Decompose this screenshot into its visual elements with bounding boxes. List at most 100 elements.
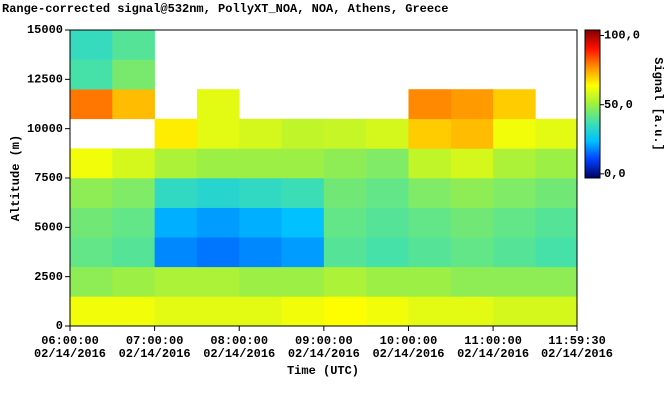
heatmap-cell: [408, 148, 452, 179]
heatmap-cell: [493, 266, 536, 297]
heatmap-cell: [112, 59, 155, 90]
heatmap-cell: [450, 266, 494, 297]
heatmap-cell: [196, 148, 240, 179]
heatmap-cell: [366, 178, 409, 208]
y-tick-label: 2500: [34, 270, 63, 284]
heatmap-cell: [323, 296, 367, 327]
heatmap-cell: [281, 148, 325, 179]
heatmap-cell: [281, 207, 325, 238]
heatmap-cell: [450, 148, 494, 179]
heatmap-cell: [493, 148, 536, 179]
colorbar-tick-label: 50,0: [604, 98, 633, 112]
heatmap-cell: [154, 178, 198, 208]
heatmap-cell: [493, 237, 536, 268]
heatmap-cell: [70, 59, 113, 90]
heatmap-cell: [366, 118, 409, 149]
y-axis-label: Altitude (m): [9, 135, 23, 221]
heatmap-cell: [239, 148, 282, 179]
heatmap-cell: [239, 178, 282, 208]
heatmap-cell: [535, 266, 578, 297]
heatmap-cell: [535, 207, 578, 238]
heatmap-cell: [239, 118, 282, 149]
heatmap-cell: [239, 266, 282, 297]
heatmap-cell: [323, 148, 367, 179]
heatmap-cell: [112, 266, 155, 297]
y-tick-label: 7500: [34, 171, 63, 185]
heatmap-cell: [366, 266, 409, 297]
heatmap-cell: [408, 266, 452, 297]
heatmap-cell: [323, 266, 367, 297]
x-tick-sublabel: 02/14/2016: [288, 347, 360, 361]
heatmap-cell: [70, 207, 113, 238]
colorbar-tick-label: 0,0: [604, 167, 626, 181]
y-tick-label: 0: [56, 319, 63, 333]
x-tick-label: 10:00:00: [380, 334, 438, 348]
heatmap-cell: [154, 266, 198, 297]
heatmap-cell: [196, 178, 240, 208]
heatmap-cell: [112, 148, 155, 179]
heatmap-cell: [70, 296, 113, 327]
heatmap-cell: [366, 148, 409, 179]
x-tick-label: 07:00:00: [126, 334, 184, 348]
heatmap-cell: [450, 178, 494, 208]
x-tick-sublabel: 02/14/2016: [372, 347, 444, 361]
heatmap-cell: [493, 118, 536, 149]
heatmap-cell: [450, 89, 494, 120]
heatmap-cell: [493, 296, 536, 327]
heatmap-cell: [450, 237, 494, 268]
heatmap-cell: [323, 118, 367, 149]
x-tick-sublabel: 02/14/2016: [457, 347, 529, 361]
heatmap-cell: [70, 148, 113, 179]
heatmap-cell: [493, 178, 536, 208]
x-tick-label: 06:00:00: [41, 334, 99, 348]
heatmap-cell: [239, 237, 282, 268]
heatmap-cell: [450, 296, 494, 327]
heatmap-cell: [112, 207, 155, 238]
x-tick-sublabel: 02/14/2016: [541, 347, 613, 361]
heatmap-cell: [323, 207, 367, 238]
heatmap-cell: [70, 30, 113, 60]
x-tick-sublabel: 02/14/2016: [34, 347, 106, 361]
heatmap-cell: [196, 89, 240, 120]
heatmap-cell: [323, 237, 367, 268]
heatmap-cell: [70, 178, 113, 208]
heatmap-cell: [535, 118, 578, 149]
y-tick-label: 10000: [27, 122, 63, 136]
heatmap-cell: [112, 296, 155, 327]
x-tick-sublabel: 02/14/2016: [119, 347, 191, 361]
heatmap-cell: [535, 178, 578, 208]
heatmap-cell: [408, 178, 452, 208]
chart-title: Range-corrected signal@532nm, PollyXT_NO…: [2, 2, 448, 16]
heatmap-cell: [70, 89, 113, 120]
x-axis-label: Time (UTC): [287, 364, 359, 378]
heatmap-cell: [408, 89, 452, 120]
heatmap-cell: [112, 30, 155, 60]
heatmap-cell: [408, 296, 452, 327]
y-tick-label: 12500: [27, 73, 63, 87]
heatmap-cell: [408, 118, 452, 149]
colorbar-tick-label: 100,0: [604, 29, 640, 43]
heatmap-cell: [239, 207, 282, 238]
heatmap-cell: [154, 148, 198, 179]
x-tick-label: 11:59:30: [548, 334, 606, 348]
y-tick-label: 15000: [27, 23, 63, 37]
x-tick-label: 11:00:00: [464, 334, 522, 348]
heatmap-cell: [535, 296, 578, 327]
heatmap-cell: [408, 207, 452, 238]
heatmap-cell: [366, 237, 409, 268]
x-tick-label: 08:00:00: [210, 334, 268, 348]
y-tick-label: 5000: [34, 221, 63, 235]
heatmap-cell: [408, 237, 452, 268]
heatmap-cell: [112, 89, 155, 120]
heatmap-cell: [493, 207, 536, 238]
heatmap-cell: [112, 237, 155, 268]
heatmap-cell: [450, 118, 494, 149]
heatmap-cell: [281, 266, 325, 297]
heatmap-cell: [196, 296, 240, 327]
heatmap-cell: [535, 237, 578, 268]
heatmap-cell: [70, 237, 113, 268]
heatmap-cell: [366, 296, 409, 327]
x-tick-label: 09:00:00: [295, 334, 353, 348]
heatmap-cell: [323, 178, 367, 208]
